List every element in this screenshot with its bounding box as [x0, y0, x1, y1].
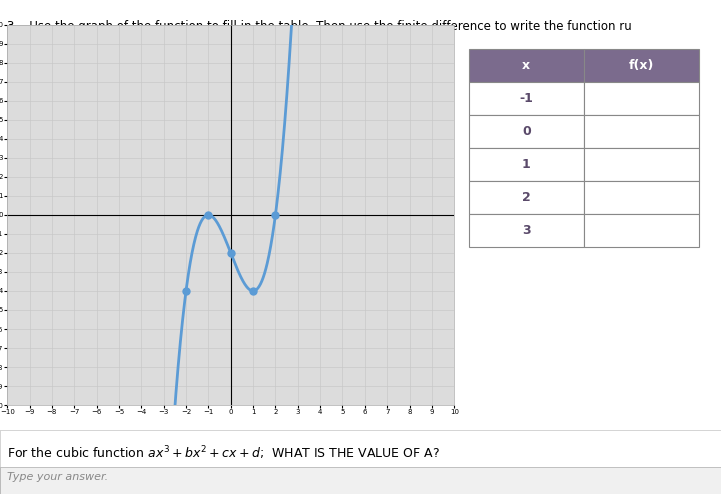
Bar	[0, 0, 721, 430]
Bar	[0, 430, 721, 494]
Bar	[0, 467, 721, 494]
Text: For the cubic function $ax^3 + bx^2 + cx + d$;  WHAT IS THE VALUE OF A?: For the cubic function $ax^3 + bx^2 + cx…	[7, 445, 441, 462]
Text: Type your answer.: Type your answer.	[7, 472, 108, 482]
Text: 3.   Use the graph of the function to fill in the table. Then use the finite dif: 3. Use the graph of the function to fill…	[7, 20, 632, 33]
